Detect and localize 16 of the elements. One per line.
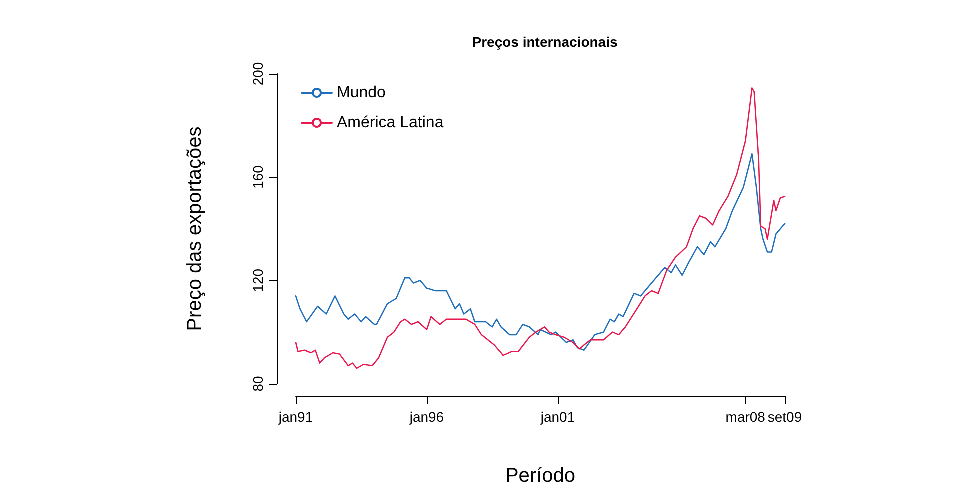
chart-title: Preços internacionais xyxy=(472,34,618,50)
x-tick-label: jan01 xyxy=(540,409,576,425)
x-tick-label: set09 xyxy=(768,409,802,425)
y-tick-label: 120 xyxy=(250,268,266,292)
legend-label: América Latina xyxy=(337,114,444,132)
y-tick-label: 80 xyxy=(250,376,266,392)
line-series xyxy=(295,88,786,370)
y-tick-label: 200 xyxy=(250,62,266,86)
x-axis-title: Período xyxy=(505,465,576,487)
legend-label: Mundo xyxy=(337,84,386,102)
x-tick-label: jan96 xyxy=(408,409,444,425)
x-tick-label: jan91 xyxy=(278,409,314,425)
line-series xyxy=(295,153,786,352)
y-tick-label: 160 xyxy=(250,165,266,190)
y-axis-title: Preço das exportações xyxy=(184,126,206,332)
x-tick-label: mar08 xyxy=(726,409,766,425)
